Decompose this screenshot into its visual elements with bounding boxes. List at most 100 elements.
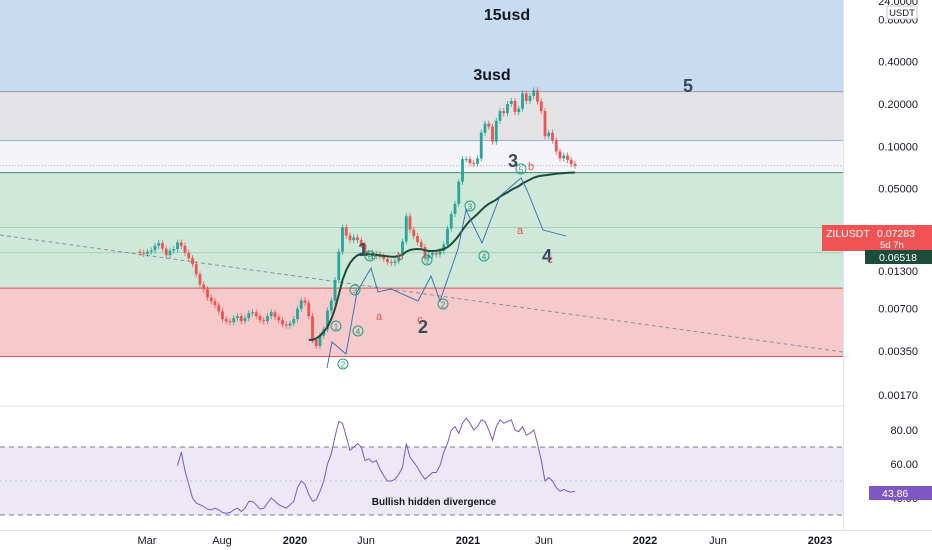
- candle[interactable]: [254, 312, 258, 317]
- candle[interactable]: [228, 321, 232, 323]
- candle[interactable]: [266, 316, 269, 322]
- candle[interactable]: [427, 255, 431, 259]
- candle[interactable]: [273, 312, 277, 318]
- last-price-tag[interactable]: [822, 225, 932, 251]
- candle[interactable]: [198, 274, 202, 285]
- candle[interactable]: [513, 100, 517, 113]
- candle[interactable]: [524, 93, 528, 101]
- candle[interactable]: [408, 216, 412, 230]
- candle[interactable]: [521, 93, 524, 109]
- candle[interactable]: [243, 318, 247, 322]
- candle[interactable]: [551, 132, 554, 141]
- candle[interactable]: [453, 203, 457, 214]
- candle[interactable]: [442, 244, 446, 252]
- candle[interactable]: [157, 243, 161, 246]
- candle[interactable]: [431, 252, 434, 256]
- candle[interactable]: [284, 324, 288, 326]
- candle[interactable]: [224, 319, 228, 322]
- candle[interactable]: [311, 316, 314, 340]
- candle[interactable]: [479, 132, 483, 159]
- candle[interactable]: [179, 242, 183, 246]
- candle[interactable]: [397, 255, 401, 262]
- candle[interactable]: [446, 228, 449, 245]
- candle[interactable]: [314, 339, 318, 346]
- candle[interactable]: [412, 229, 416, 237]
- candle[interactable]: [217, 305, 221, 312]
- candle[interactable]: [221, 311, 224, 320]
- candle[interactable]: [232, 318, 236, 323]
- candle[interactable]: [536, 90, 539, 102]
- candle[interactable]: [164, 248, 168, 256]
- candle[interactable]: [348, 235, 352, 241]
- candle[interactable]: [517, 108, 521, 113]
- candle[interactable]: [191, 258, 194, 265]
- candle[interactable]: [498, 111, 502, 121]
- candle[interactable]: [389, 262, 393, 264]
- candle[interactable]: [149, 250, 153, 252]
- candle[interactable]: [483, 123, 487, 133]
- candle[interactable]: [569, 159, 573, 164]
- candle[interactable]: [296, 308, 299, 320]
- candle[interactable]: [281, 320, 284, 325]
- candle[interactable]: [269, 312, 273, 317]
- candle[interactable]: [288, 323, 292, 326]
- candle[interactable]: [487, 123, 491, 127]
- candle[interactable]: [457, 181, 461, 204]
- candle[interactable]: [461, 159, 464, 182]
- candle[interactable]: [464, 159, 468, 161]
- candle[interactable]: [172, 249, 176, 251]
- candle[interactable]: [142, 252, 146, 254]
- candle[interactable]: [258, 316, 262, 321]
- candle[interactable]: [352, 237, 356, 241]
- candle[interactable]: [333, 279, 337, 301]
- candle[interactable]: [337, 251, 341, 280]
- candle[interactable]: [502, 111, 506, 114]
- candle[interactable]: [547, 132, 551, 137]
- candle[interactable]: [562, 155, 566, 159]
- candle[interactable]: [239, 316, 243, 322]
- candle[interactable]: [363, 244, 367, 255]
- candle[interactable]: [236, 316, 239, 319]
- candle[interactable]: [438, 251, 442, 255]
- candle[interactable]: [326, 310, 329, 330]
- candle[interactable]: [386, 258, 389, 263]
- candle[interactable]: [476, 158, 479, 164]
- candle[interactable]: [393, 261, 397, 263]
- candle[interactable]: [303, 300, 307, 303]
- candle[interactable]: [146, 251, 149, 254]
- candle[interactable]: [416, 236, 419, 243]
- price-axis[interactable]: [844, 0, 932, 530]
- candle[interactable]: [558, 151, 562, 159]
- candle[interactable]: [532, 90, 536, 96]
- candle[interactable]: [509, 100, 513, 104]
- candle[interactable]: [183, 245, 187, 253]
- candle[interactable]: [344, 227, 348, 236]
- candle[interactable]: [307, 302, 311, 317]
- candle[interactable]: [202, 284, 206, 290]
- candle[interactable]: [468, 159, 472, 164]
- candle[interactable]: [356, 237, 359, 241]
- candle[interactable]: [277, 317, 281, 321]
- candle[interactable]: [176, 242, 179, 250]
- candle[interactable]: [359, 240, 363, 245]
- candle[interactable]: [153, 245, 157, 251]
- candle[interactable]: [187, 252, 191, 259]
- candle[interactable]: [194, 264, 198, 275]
- candle[interactable]: [247, 313, 251, 319]
- candle[interactable]: [138, 251, 142, 253]
- candle[interactable]: [318, 335, 322, 346]
- candle[interactable]: [213, 301, 217, 306]
- candle[interactable]: [292, 319, 296, 324]
- currency-box[interactable]: [886, 5, 918, 20]
- candle[interactable]: [434, 252, 438, 255]
- candle[interactable]: [299, 300, 303, 309]
- candle[interactable]: [329, 300, 333, 311]
- candle[interactable]: [168, 250, 172, 256]
- candle[interactable]: [404, 216, 408, 242]
- candle[interactable]: [251, 312, 254, 314]
- candle[interactable]: [209, 297, 213, 302]
- candle[interactable]: [528, 95, 532, 101]
- candle[interactable]: [449, 213, 453, 229]
